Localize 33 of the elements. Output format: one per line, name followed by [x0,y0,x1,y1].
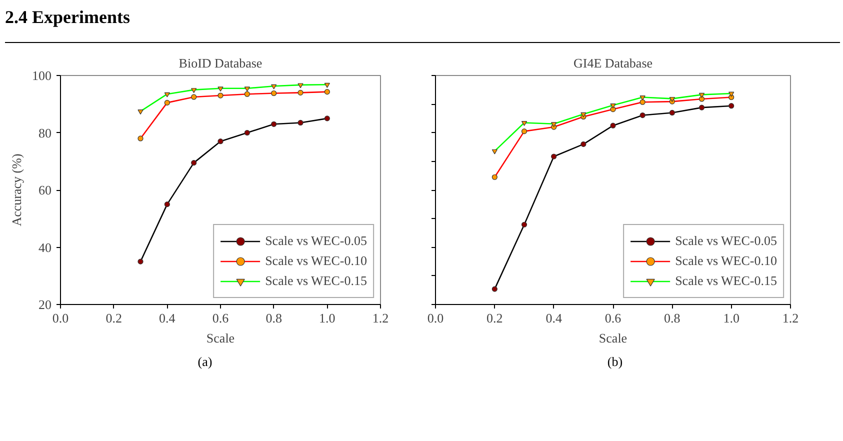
x-tick-label: 0.4 [159,310,176,326]
legend-label: Scale vs WEC-0.05 [675,233,777,249]
legend-label: Scale vs WEC-0.10 [675,253,777,269]
chart-title: BioID Database [178,56,262,70]
x-tick-label: 0.2 [106,310,122,326]
legend-label: Scale vs WEC-0.05 [265,233,367,249]
x-tick-label: 0.2 [486,310,503,326]
x-tick-label: 0.8 [266,310,282,326]
x-tick-label: 1.2 [782,310,799,326]
x-axis-title: Scale [598,330,628,346]
x-tick-label: 0.4 [546,310,562,326]
y-tick-label: 60 [38,182,52,198]
legend-label: Scale vs WEC-0.15 [675,273,777,289]
y-axis-title: Accuracy (%) [9,154,24,226]
text: 2.4 Experiments [5,6,130,29]
chart-title: GI4E Database [573,56,653,70]
x-tick-label: 0.6 [212,310,230,326]
y-tick-label: 40 [38,240,52,255]
x-tick-label: 0.6 [604,310,622,326]
x-tick-label: 0.0 [52,310,69,326]
y-tick-label: 100 [32,68,52,83]
legend-label: Scale vs WEC-0.15 [265,273,367,289]
x-axis-title: Scale [206,330,235,346]
text: (a) [198,353,212,371]
x-tick-label: 1.0 [723,310,740,326]
y-tick-label: 80 [38,125,52,140]
legend-label: Scale vs WEC-0.10 [265,253,367,269]
x-tick-label: 0.0 [427,310,444,326]
y-tick-label: 20 [38,297,52,312]
x-tick-label: 1.0 [319,310,336,326]
x-tick-label: 1.2 [372,310,389,326]
text: (b) [607,353,623,371]
x-tick-label: 0.8 [664,310,680,326]
